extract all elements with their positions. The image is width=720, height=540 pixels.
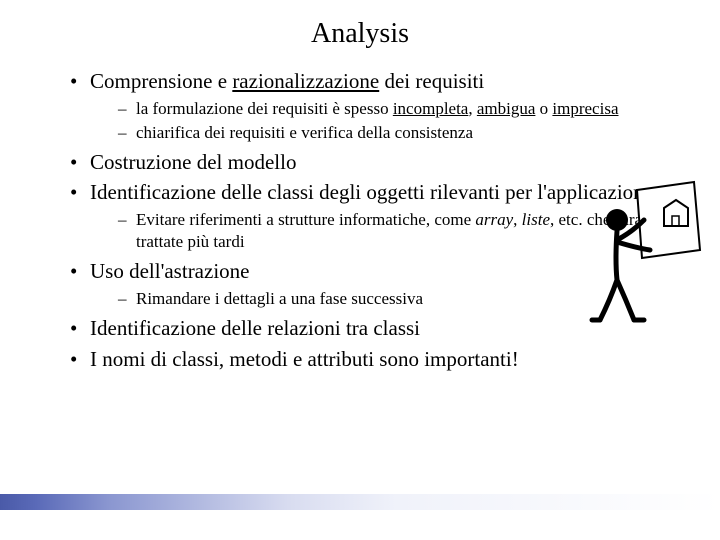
sub-item: chiarifica dei requisiti e verifica dell… xyxy=(118,122,670,143)
sub-item: la formulazione dei requisiti è spesso i… xyxy=(118,98,670,119)
bullet-item: I nomi di classi, metodi e attributi son… xyxy=(70,346,670,372)
bullet-item: Identificazione delle classi degli ogget… xyxy=(70,179,670,252)
footer-gradient-bar xyxy=(0,494,720,510)
bullet-list: Comprensione e razionalizzazione dei req… xyxy=(50,68,670,372)
sub-list: la formulazione dei requisiti è spesso i… xyxy=(90,98,670,143)
slide: Analysis Comprensione e razionalizzazion… xyxy=(0,0,720,540)
bullet-item: Comprensione e razionalizzazione dei req… xyxy=(70,68,670,143)
slide-title: Analysis xyxy=(50,18,670,50)
bullet-item: Uso dell'astrazioneRimandare i dettagli … xyxy=(70,258,670,310)
figure-stick-person xyxy=(582,180,702,330)
bullet-item: Costruzione del modello xyxy=(70,149,670,175)
bullet-item: Identificazione delle relazioni tra clas… xyxy=(70,315,670,341)
